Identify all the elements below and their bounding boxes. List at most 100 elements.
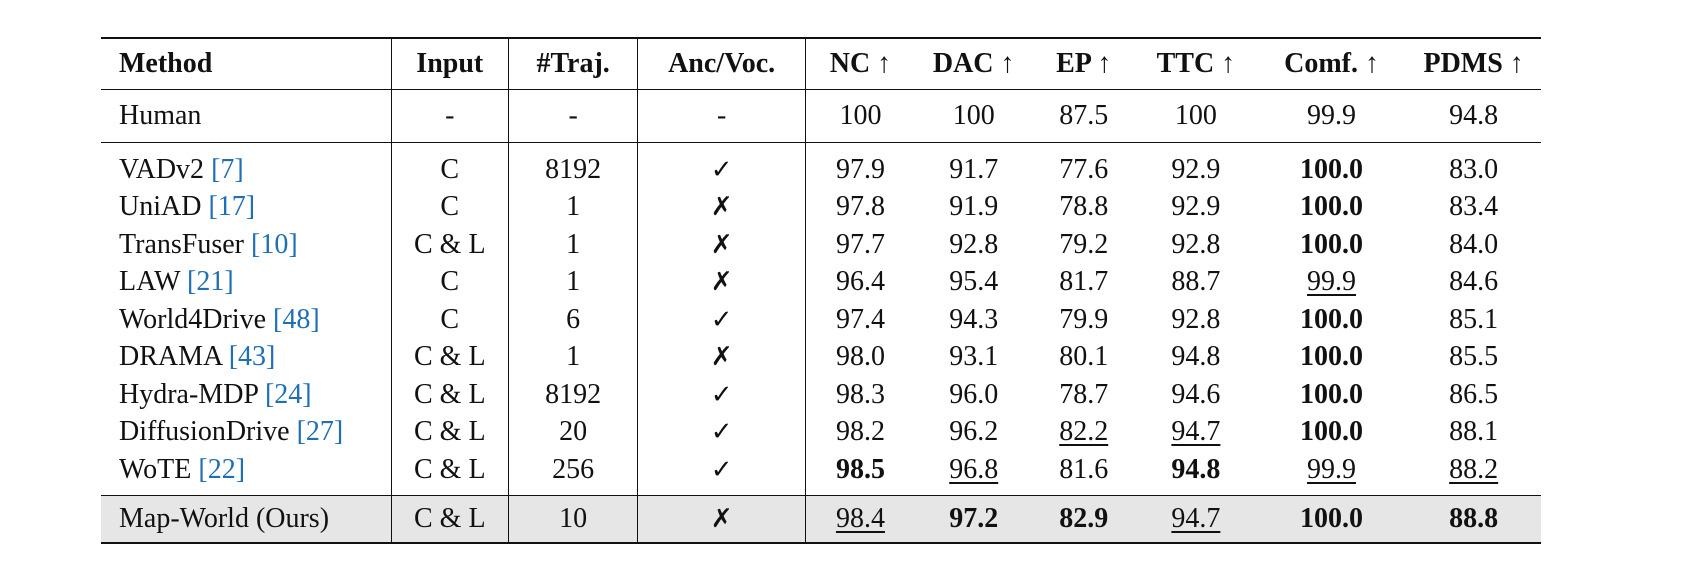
cell-nc: 98.3 — [835, 378, 885, 410]
cell-pdms: 88.1 — [1449, 416, 1499, 448]
cell-anc: ✗ — [637, 188, 806, 226]
cell-pdms: 85.5 — [1449, 341, 1499, 373]
human-pdms: 94.8 — [1449, 100, 1499, 131]
cell-anc: ✓ — [637, 376, 806, 414]
cell-nc: 98.5 — [835, 453, 885, 485]
citation-link[interactable]: [43] — [228, 341, 276, 373]
cell-ttc: 92.8 — [1171, 228, 1221, 260]
cell-input: C — [391, 301, 510, 339]
cell-anc: ✓ — [637, 142, 806, 189]
cell-pdms: 85.1 — [1449, 303, 1499, 335]
human-input: - — [391, 89, 510, 143]
method-rows: VADv2 [7] C 8192 ✓ 97.9 91.7 77.6 92.9 100.0 83.0… — [101, 142, 1541, 495]
human-nc: 100 — [839, 100, 882, 131]
table-row: VADv2 [7] C 8192 ✓ 97.9 91.7 77.6 92.9 100.0 83.0 — [101, 142, 1541, 189]
cell-ttc: 88.7 — [1171, 266, 1221, 298]
method-label: TransFuser — [119, 228, 251, 260]
cell-ttc: 94.7 — [1171, 416, 1221, 448]
cell-input: C & L — [391, 226, 510, 264]
cell-traj: 1 — [508, 263, 639, 301]
cell-traj: 6 — [508, 301, 639, 339]
table-row: Hydra-MDP [24] C & L 8192 ✓ 98.3 96.0 78.7 94.6… — [101, 376, 1541, 414]
header-traj: #Traj. — [508, 38, 639, 90]
citation-link[interactable]: [7] — [211, 153, 244, 185]
citation-link[interactable]: [17] — [208, 191, 256, 223]
method-name: UniAD [17] — [101, 188, 392, 226]
cell-traj: 1 — [508, 188, 639, 226]
cell-nc: 98.0 — [835, 341, 885, 373]
cell-comf: 100.0 — [1300, 416, 1364, 448]
method-label: UniAD — [119, 191, 209, 223]
table-row: DRAMA [43] C & L 1 ✗ 98.0 93.1 80.1 94.8 100.0 85… — [101, 338, 1541, 376]
cell-input: C — [391, 188, 510, 226]
cell-traj: 1 — [508, 338, 639, 376]
cell-dac: 92.8 — [949, 228, 999, 260]
header-input: Input — [391, 38, 510, 90]
method-name: LAW [21] — [101, 263, 392, 301]
human-ep: 87.5 — [1059, 100, 1109, 131]
cell-comf: 100.0 — [1300, 378, 1364, 410]
results-table-container: Method Input #Traj. Anc/Voc. NC ↑ DAC ↑ … — [101, 37, 1541, 544]
header-nc: NC ↑ — [829, 48, 892, 79]
method-label: LAW — [119, 266, 188, 298]
cell-ttc: 94.8 — [1171, 453, 1221, 485]
method-name: DRAMA [43] — [101, 338, 392, 376]
citation-link[interactable]: [24] — [264, 378, 312, 410]
method-label: World4Drive — [119, 303, 274, 335]
method-name: Hydra-MDP [24] — [101, 376, 392, 414]
citation-link[interactable]: [21] — [187, 266, 234, 298]
ours-nc: 98.4 — [835, 502, 885, 534]
citation-link[interactable]: [48] — [273, 303, 320, 335]
cell-comf: 100.0 — [1300, 228, 1364, 260]
header-comf: Comf. ↑ — [1284, 48, 1379, 79]
cell-comf: 100.0 — [1300, 341, 1364, 373]
cell-ep: 78.8 — [1059, 191, 1109, 223]
cell-traj: 256 — [508, 451, 639, 495]
cell-ttc: 92.9 — [1171, 153, 1221, 185]
cell-pdms: 88.2 — [1449, 453, 1499, 485]
cell-ep: 81.7 — [1059, 266, 1109, 298]
cell-comf: 100.0 — [1300, 153, 1364, 185]
cell-ep: 79.9 — [1059, 303, 1109, 335]
cell-anc: ✗ — [637, 263, 806, 301]
cell-anc: ✗ — [637, 226, 806, 264]
method-label: Hydra-MDP — [119, 378, 265, 410]
cell-anc: ✓ — [637, 413, 806, 451]
method-name: WoTE [22] — [101, 451, 392, 495]
human-row: Human - - - 100 100 87.5 100 99.9 94.8 — [101, 89, 1541, 143]
citation-link[interactable]: [22] — [198, 453, 246, 485]
ours-method: Map-World (Ours) — [101, 495, 392, 543]
cell-input: C — [391, 142, 510, 189]
ours-row: Map-World (Ours) C & L 10 ✗ 98.4 97.2 82… — [101, 495, 1541, 543]
human-comf: 99.9 — [1307, 100, 1357, 131]
method-label: VADv2 — [119, 153, 212, 185]
method-name: World4Drive [48] — [101, 301, 392, 339]
citation-link[interactable]: [27] — [296, 416, 344, 448]
header-pdms: PDMS ↑ — [1423, 48, 1524, 79]
header-ttc: TTC ↑ — [1156, 48, 1236, 79]
citation-link[interactable]: [10] — [251, 228, 298, 260]
cell-ep: 79.2 — [1059, 228, 1109, 260]
cell-ep: 80.1 — [1059, 341, 1109, 373]
header-anc-voc: Anc/Voc. — [637, 38, 806, 90]
cell-anc: ✗ — [637, 338, 806, 376]
cell-pdms: 83.0 — [1449, 153, 1499, 185]
cell-input: C & L — [391, 338, 510, 376]
cell-pdms: 86.5 — [1449, 378, 1499, 410]
results-table: Method Input #Traj. Anc/Voc. NC ↑ DAC ↑ … — [101, 37, 1541, 544]
ours-dac: 97.2 — [949, 502, 999, 534]
header-dac: DAC ↑ — [932, 48, 1015, 79]
header-method: Method — [101, 38, 392, 90]
cell-input: C & L — [391, 376, 510, 414]
cell-ep: 77.6 — [1059, 153, 1109, 185]
cell-dac: 96.2 — [949, 416, 999, 448]
cell-nc: 98.2 — [835, 416, 885, 448]
cell-dac: 93.1 — [949, 341, 999, 373]
method-label: DiffusionDrive — [119, 416, 297, 448]
method-label: WoTE — [119, 453, 199, 485]
header-row: Method Input #Traj. Anc/Voc. NC ↑ DAC ↑ … — [101, 38, 1541, 90]
cell-traj: 1 — [508, 226, 639, 264]
human-dac: 100 — [952, 100, 995, 131]
table-row: DiffusionDrive [27] C & L 20 ✓ 98.2 96.2 82.2 9… — [101, 413, 1541, 451]
cell-ttc: 94.8 — [1171, 341, 1221, 373]
